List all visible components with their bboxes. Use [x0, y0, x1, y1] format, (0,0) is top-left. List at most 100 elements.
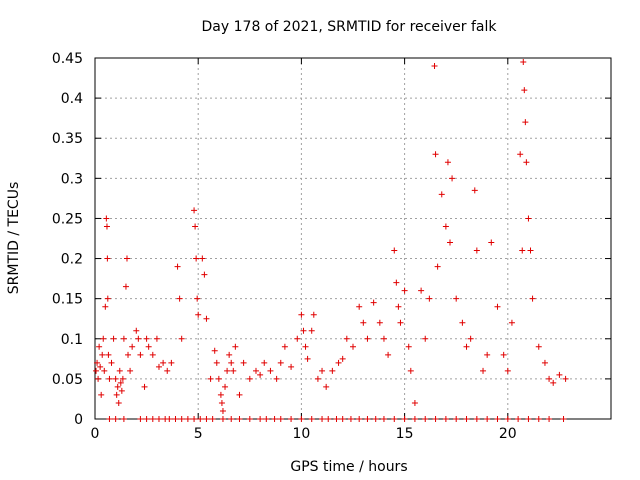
data-point: [541, 359, 548, 366]
y-tick-label: 0.35: [52, 131, 83, 147]
x-tick-label: 5: [194, 426, 203, 442]
data-point: [304, 355, 311, 362]
data-point: [197, 416, 204, 422]
data-point: [114, 383, 121, 390]
data-point: [213, 359, 220, 366]
data-point: [347, 416, 354, 422]
data-point: [372, 416, 379, 422]
axis-ticks: [94, 57, 611, 420]
data-point: [104, 255, 111, 262]
data-point: [453, 295, 460, 302]
data-point: [119, 375, 126, 382]
data-point: [236, 416, 243, 422]
x-tick-label: 20: [499, 426, 517, 442]
data-point: [172, 416, 179, 422]
data-point: [277, 416, 284, 422]
data-point: [116, 367, 123, 374]
data-point: [323, 383, 330, 390]
data-point: [98, 391, 105, 398]
data-point: [113, 391, 120, 398]
data-point: [101, 367, 108, 374]
data-point: [261, 359, 268, 366]
data-point: [463, 343, 470, 350]
data-point: [207, 375, 214, 382]
data-point: [380, 335, 387, 342]
data-point: [395, 303, 402, 310]
data-point: [298, 416, 305, 422]
data-point: [442, 416, 449, 422]
y-tick-label: 0.1: [61, 332, 83, 348]
data-point: [112, 416, 119, 422]
data-point: [246, 416, 253, 422]
data-point: [164, 367, 171, 374]
data-point: [117, 379, 124, 386]
data-point: [529, 295, 536, 302]
data-point: [473, 416, 480, 422]
data-point: [434, 263, 441, 270]
data-point: [219, 416, 226, 422]
data-point: [110, 335, 117, 342]
data-point: [192, 223, 199, 230]
x-axis-tick-labels: 0 5 10 15 20: [91, 426, 517, 442]
data-point: [438, 191, 445, 198]
data-point: [178, 416, 185, 422]
data-point: [230, 367, 237, 374]
data-point: [339, 416, 346, 422]
data-point: [385, 351, 392, 358]
data-point: [222, 383, 229, 390]
data-point: [335, 359, 342, 366]
data-point: [333, 416, 340, 422]
data-point: [252, 367, 259, 374]
data-point: [467, 335, 474, 342]
data-point: [104, 295, 111, 302]
data-point: [127, 367, 134, 374]
data-point: [535, 343, 542, 350]
data-point: [166, 416, 173, 422]
data-point: [459, 319, 466, 326]
data-point: [143, 335, 150, 342]
data-point: [449, 175, 456, 182]
data-point: [288, 363, 295, 370]
x-tick-label: 15: [396, 426, 414, 442]
grid: [95, 58, 611, 419]
data-point: [263, 416, 270, 422]
data-point: [215, 375, 222, 382]
data-point: [550, 379, 557, 386]
data-point: [343, 335, 350, 342]
chart-title: Day 178 of 2021, SRMTID for receiver fal…: [202, 19, 498, 35]
data-point: [364, 335, 371, 342]
y-tick-label: 0.3: [61, 171, 83, 187]
data-point: [350, 343, 356, 350]
data-point: [391, 247, 398, 254]
data-point: [471, 187, 478, 194]
data-point: [339, 355, 346, 362]
data-point: [422, 416, 429, 422]
data-point: [411, 416, 418, 422]
data-point: [103, 223, 110, 230]
data-point: [401, 287, 408, 294]
data-point: [199, 255, 206, 262]
data-point: [484, 416, 491, 422]
data-point: [149, 351, 156, 358]
data-point: [391, 416, 398, 422]
data-point: [129, 343, 136, 350]
data-point: [473, 247, 480, 254]
data-point: [120, 335, 127, 342]
data-point: [560, 416, 567, 422]
data-point: [108, 359, 115, 366]
data-point: [380, 416, 387, 422]
data-point: [102, 303, 109, 310]
data-point: [556, 371, 563, 378]
data-point: [211, 347, 218, 354]
data-point: [176, 295, 183, 302]
data-point: [100, 335, 107, 342]
data-point: [168, 359, 175, 366]
y-tick-label: 0.15: [52, 292, 83, 308]
data-point: [153, 335, 160, 342]
data-point: [137, 351, 144, 358]
data-point: [141, 383, 148, 390]
data-point: [431, 63, 438, 70]
data-point: [494, 416, 501, 422]
data-point: [525, 215, 532, 222]
